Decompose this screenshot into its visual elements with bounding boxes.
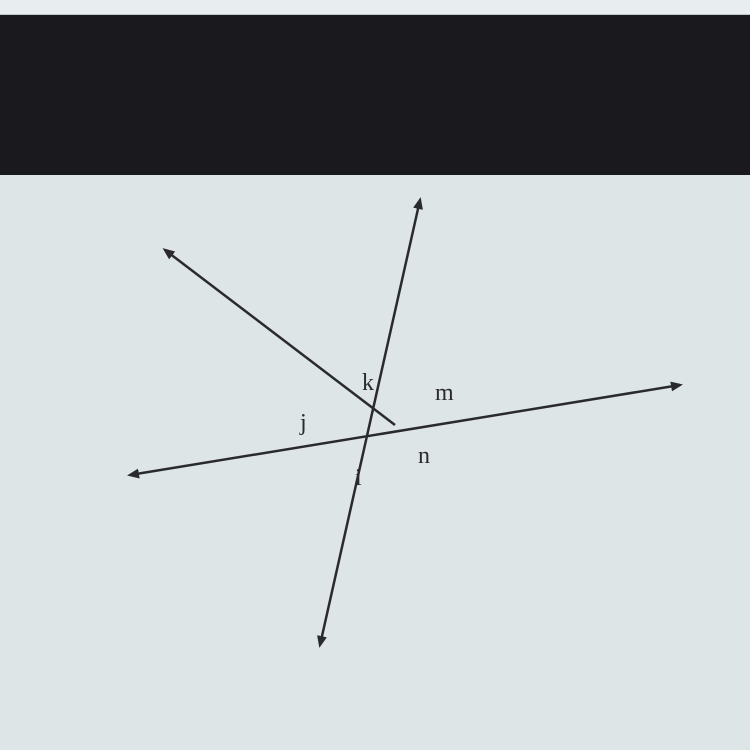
window-top-bar (0, 0, 750, 15)
angle-label-j: j (300, 410, 307, 437)
diagram-line-line1 (130, 385, 680, 475)
diagram-svg (0, 175, 750, 750)
angle-label-i: i (355, 465, 362, 492)
diagram-line-ray3 (165, 250, 395, 425)
angle-label-k: k (362, 370, 374, 397)
diagram-content-area: k m j n i (0, 175, 750, 750)
geometry-diagram: k m j n i (0, 175, 750, 750)
angle-label-m: m (435, 380, 454, 407)
angle-label-n: n (418, 443, 430, 470)
diagram-line-line2 (320, 200, 420, 645)
dark-header-band (0, 15, 750, 175)
